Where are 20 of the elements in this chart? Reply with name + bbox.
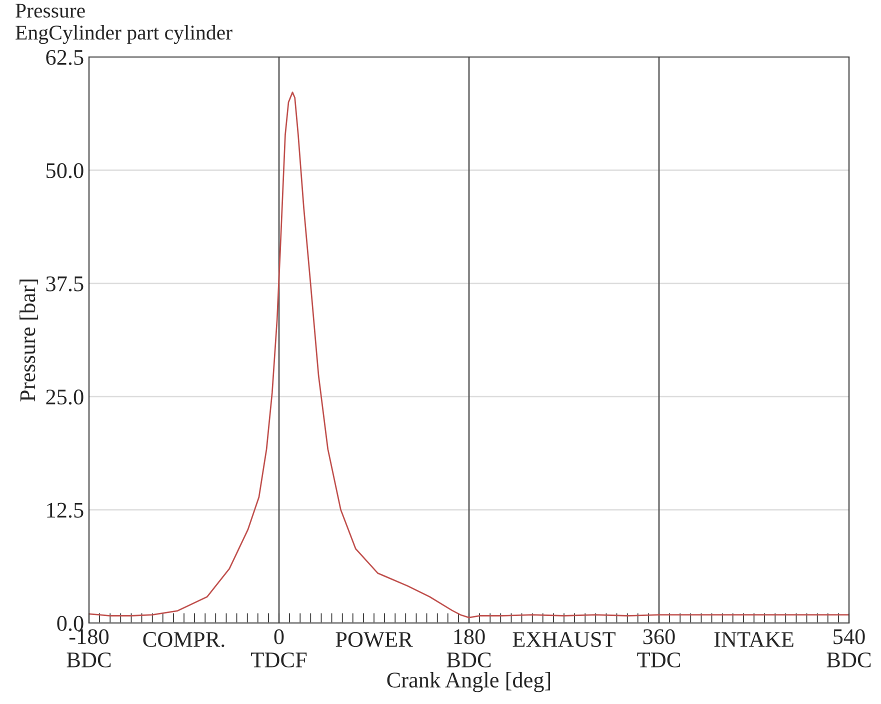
text: INTAKE (714, 632, 794, 647)
text: COMPR. (143, 632, 224, 648)
y-tick-label: 0.0 (57, 616, 84, 632)
y-tick-label: 25.0 (46, 390, 84, 405)
y-tick-label: 50.0 (46, 163, 84, 178)
text: EXHAUST (512, 632, 616, 647)
text: POWER (336, 632, 413, 648)
y-tick-label: 62.5 (46, 50, 84, 66)
x-tick-label: 0 TDCF (251, 629, 307, 668)
x-tick-label: -180 BDC (66, 629, 111, 668)
y-tick-label: 12.5 (47, 502, 84, 518)
x-axis-title: Crank Angle [deg] (387, 672, 550, 692)
chart-subtitle: EngCylinder part cylinder (16, 25, 232, 44)
y-axis-title: Pressure [bar] (20, 280, 38, 402)
chart-title: Pressure (16, 4, 85, 18)
line-series (89, 92, 849, 618)
x-tick-label: 540 BDC (826, 629, 871, 668)
x-tick-label: 180 BDC (446, 629, 491, 668)
x-tick-label: 360 TDC (637, 629, 680, 668)
y-tick-label: 37.5 (46, 276, 84, 292)
